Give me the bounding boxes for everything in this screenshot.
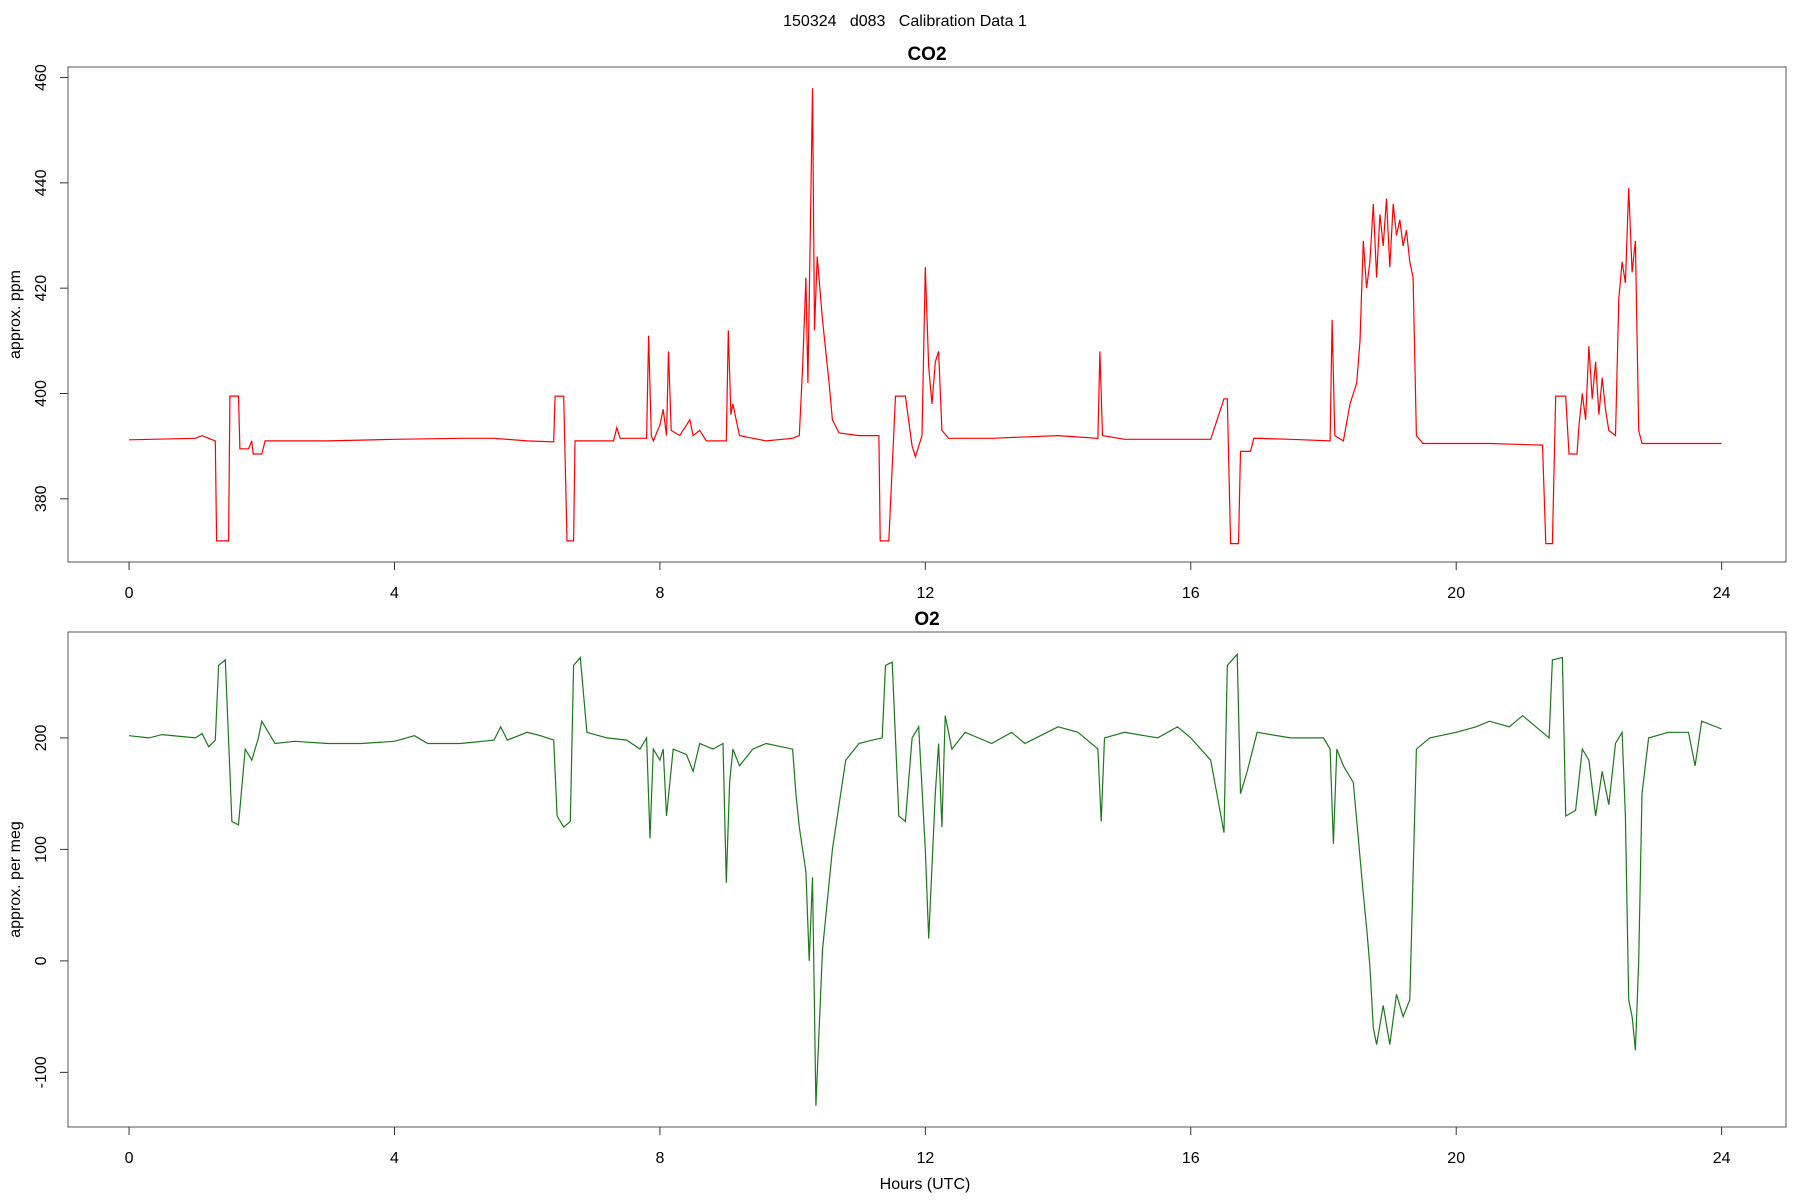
x-tick-label: 12 (916, 585, 934, 602)
y-axis-label: approx. ppm (7, 270, 24, 359)
panel-title: O2 (914, 609, 939, 630)
x-tick-label: 4 (390, 1150, 399, 1167)
x-tick-label: 20 (1447, 585, 1465, 602)
x-tick-label: 24 (1713, 1150, 1731, 1167)
panel-title: CO2 (907, 44, 946, 65)
x-tick-label: 16 (1182, 1150, 1200, 1167)
x-tick-label: 12 (916, 1150, 934, 1167)
plot-frame (67, 631, 1787, 1128)
x-tick-label: 0 (125, 1150, 134, 1167)
y-tick-label: 460 (33, 64, 50, 91)
y-tick-label: 440 (33, 169, 50, 196)
x-tick-label: 24 (1713, 585, 1731, 602)
y-tick-label: 400 (33, 380, 50, 407)
data-line (128, 652, 1722, 1106)
y-tick-label: 100 (33, 836, 50, 863)
x-tick-label: 16 (1182, 585, 1200, 602)
plot-frame (67, 66, 1787, 563)
y-tick-label: 0 (33, 956, 50, 965)
y-tick-label: 420 (33, 275, 50, 302)
y-tick-label: -100 (33, 1056, 50, 1088)
y-tick-label: 200 (33, 724, 50, 751)
x-tick-label: 8 (655, 585, 664, 602)
x-tick-label: 4 (390, 585, 399, 602)
y-axis-label: approx. per meg (7, 821, 24, 938)
x-tick-label: 20 (1447, 1150, 1465, 1167)
figure-title: 150324 d083 Calibration Data 1 (783, 13, 1027, 30)
x-axis-label: Hours (UTC) (880, 1176, 971, 1193)
x-tick-label: 8 (655, 1150, 664, 1167)
data-line (128, 88, 1722, 545)
y-tick-label: 380 (33, 485, 50, 512)
x-tick-label: 0 (125, 585, 134, 602)
